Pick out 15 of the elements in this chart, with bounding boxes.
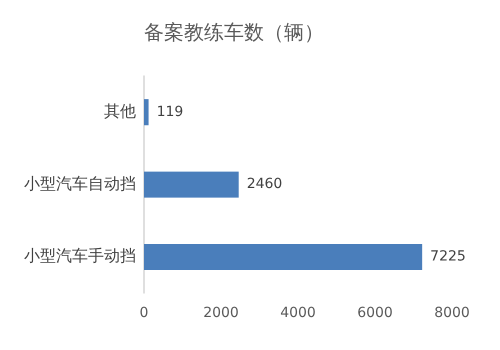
bar (144, 244, 422, 270)
x-tick-label: 2000 (203, 305, 239, 322)
x-tick-label: 4000 (280, 305, 316, 322)
y-tick-label: 其他 (104, 101, 136, 120)
y-tick-label: 小型汽车手动挡 (24, 246, 136, 266)
chart-title: 备案教练车数（辆） (144, 20, 324, 44)
data-label: 7225 (430, 248, 466, 265)
y-tick-label: 小型汽车自动挡 (24, 174, 136, 193)
data-label: 2460 (246, 176, 282, 192)
x-tick-label: 0 (140, 305, 148, 322)
data-label: 119 (156, 104, 184, 120)
bar (144, 172, 239, 198)
x-tick-label: 6000 (357, 305, 393, 322)
bar (144, 99, 149, 126)
x-tick-label: 8000 (434, 305, 470, 322)
